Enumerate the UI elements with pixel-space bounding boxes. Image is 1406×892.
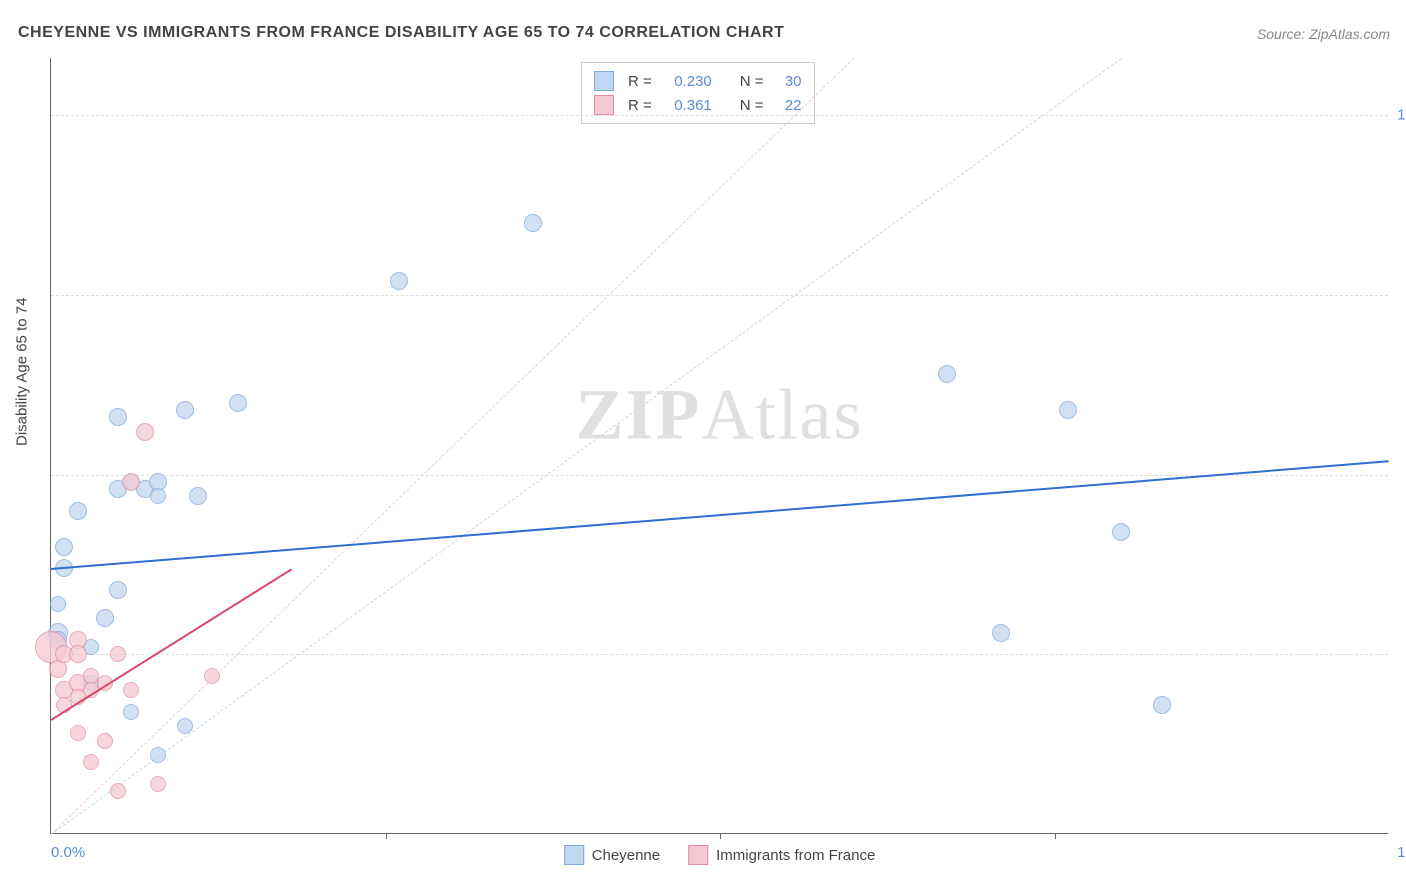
scatter-point <box>110 783 126 799</box>
xtick-mark <box>720 833 721 839</box>
n-value-cheyenne: 30 <box>774 73 802 90</box>
scatter-point <box>204 668 220 684</box>
ytick-label: 100.0% <box>1397 107 1406 124</box>
scatter-point <box>70 725 86 741</box>
chart-title: CHEYENNE VS IMMIGRANTS FROM FRANCE DISAB… <box>18 24 784 42</box>
series-legend: Cheyenne Immigrants from France <box>564 845 876 865</box>
scatter-point <box>150 488 166 504</box>
scatter-point <box>83 754 99 770</box>
scatter-point <box>938 365 956 383</box>
xtick-mark <box>1055 833 1056 839</box>
xtick-mark <box>386 833 387 839</box>
stats-row-france: R = 0.361 N = 22 <box>594 93 802 117</box>
legend-item-cheyenne: Cheyenne <box>564 845 660 865</box>
legend-label-france: Immigrants from France <box>716 847 875 864</box>
scatter-point <box>390 272 408 290</box>
watermark: ZIPAtlas <box>575 373 863 456</box>
scatter-point <box>69 645 87 663</box>
scatter-point <box>123 704 139 720</box>
scatter-point <box>524 214 542 232</box>
plot-area: ZIPAtlas R = 0.230 N = 30 R = 0.361 N = … <box>50 58 1388 834</box>
y-axis-label: Disability Age 65 to 74 <box>14 298 31 446</box>
scatter-point <box>189 487 207 505</box>
scatter-point <box>229 394 247 412</box>
r-label: R = <box>628 73 652 90</box>
r-label: R = <box>628 97 652 114</box>
r-value-france: 0.361 <box>662 97 712 114</box>
scatter-point <box>177 718 193 734</box>
scatter-point <box>50 596 66 612</box>
watermark-zip: ZIP <box>575 374 701 454</box>
r-value-cheyenne: 0.230 <box>662 73 712 90</box>
scatter-point <box>176 401 194 419</box>
gridline-h <box>51 115 1388 116</box>
scatter-point <box>96 609 114 627</box>
scatter-point <box>136 423 154 441</box>
scatter-point <box>69 502 87 520</box>
watermark-atlas: Atlas <box>702 374 864 454</box>
diagonal-ref-line <box>51 58 1122 835</box>
scatter-point <box>122 473 140 491</box>
scatter-point <box>1112 523 1130 541</box>
legend-item-france: Immigrants from France <box>688 845 875 865</box>
scatter-point <box>109 581 127 599</box>
swatch-france <box>688 845 708 865</box>
n-label: N = <box>740 97 764 114</box>
gridline-h <box>51 654 1388 655</box>
source-attribution: Source: ZipAtlas.com <box>1257 26 1390 42</box>
scatter-point <box>1059 401 1077 419</box>
scatter-point <box>1153 696 1171 714</box>
diagonal-ref-line <box>51 58 854 835</box>
xtick-label: 100.0% <box>1397 844 1406 861</box>
trend-line <box>51 460 1389 570</box>
scatter-point <box>109 408 127 426</box>
n-label: N = <box>740 73 764 90</box>
swatch-cheyenne <box>594 71 614 91</box>
swatch-cheyenne <box>564 845 584 865</box>
scatter-point <box>150 747 166 763</box>
xtick-label: 0.0% <box>51 844 85 861</box>
scatter-point <box>123 682 139 698</box>
swatch-france <box>594 95 614 115</box>
stats-row-cheyenne: R = 0.230 N = 30 <box>594 69 802 93</box>
scatter-point <box>150 776 166 792</box>
gridline-h <box>51 295 1388 296</box>
legend-label-cheyenne: Cheyenne <box>592 847 660 864</box>
chart-container: CHEYENNE VS IMMIGRANTS FROM FRANCE DISAB… <box>0 0 1406 892</box>
scatter-point <box>55 538 73 556</box>
scatter-point <box>110 646 126 662</box>
scatter-point <box>97 733 113 749</box>
scatter-point <box>992 624 1010 642</box>
